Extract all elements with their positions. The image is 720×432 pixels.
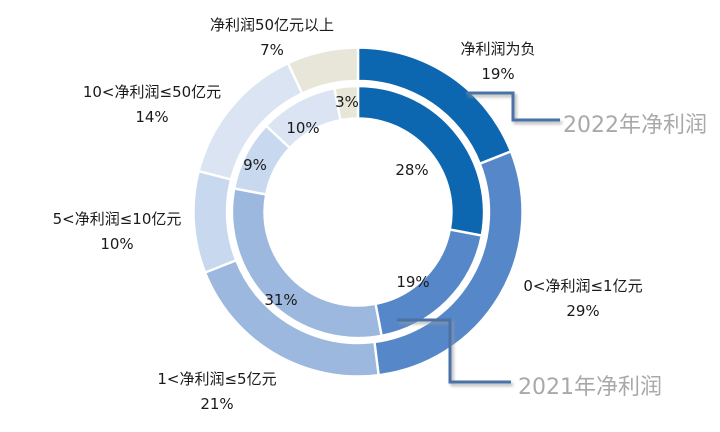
callout-line-2021 — [397, 318, 511, 384]
callout-line-2022 — [466, 91, 560, 122]
slice-2022年净利润-5<净利润≤10亿元 — [192, 169, 238, 274]
slice-2022年净利润-净利润50亿元以上 — [286, 46, 360, 95]
doughnut-rings — [192, 46, 524, 378]
slice-2021年净利润-净利润50亿元以上 — [333, 84, 360, 122]
